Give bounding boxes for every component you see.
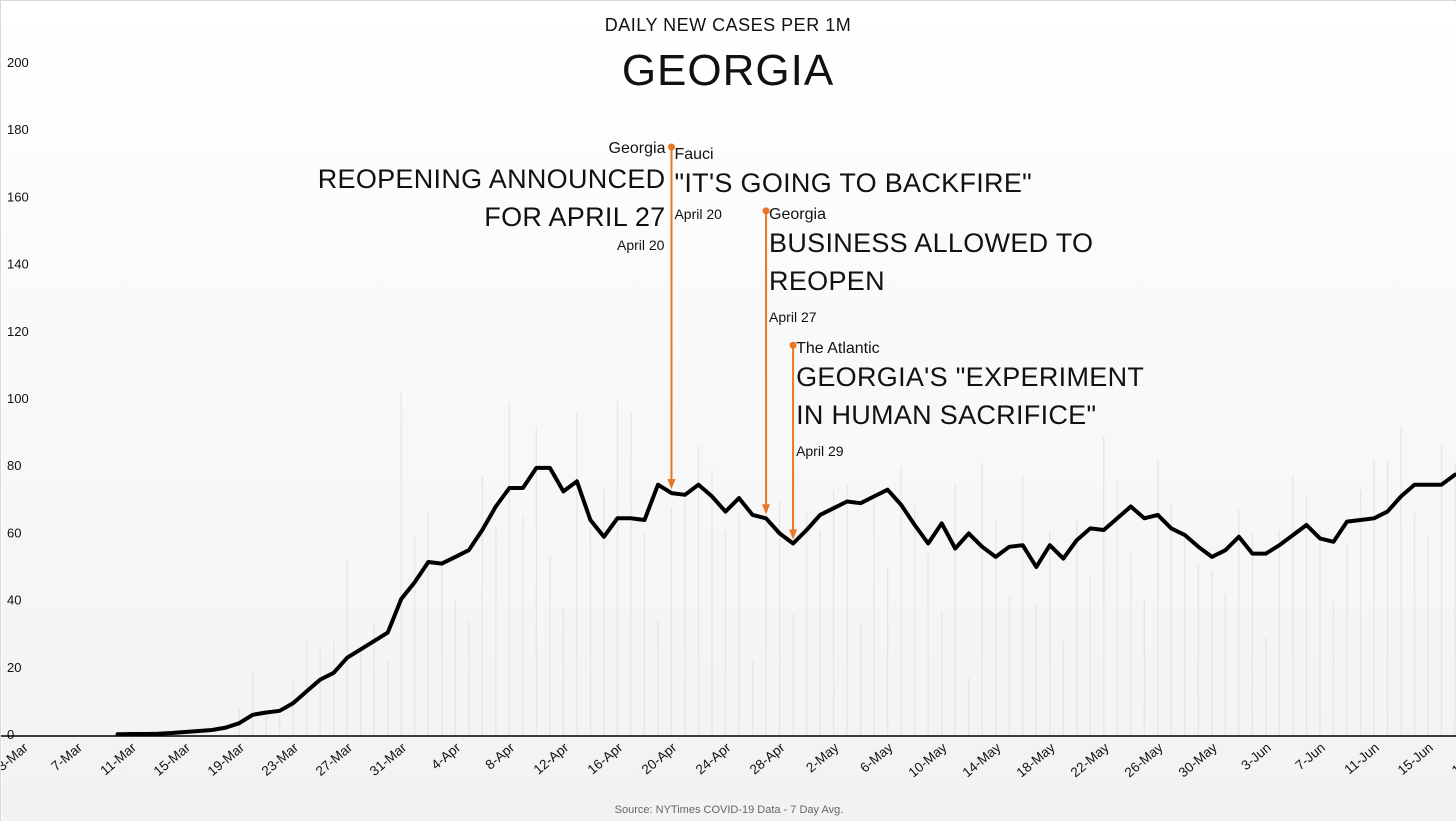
annotation-source: Georgia [609, 140, 666, 157]
annotations: Georgia REOPENING ANNOUNCED FOR APRIL 27 Ap… [318, 140, 1144, 540]
y-tick-label: 60 [7, 525, 21, 540]
annotation-date: April 27 [769, 309, 817, 325]
annotation-headline: REOPENING ANNOUNCED [318, 164, 666, 194]
y-tick-label: 100 [7, 391, 29, 406]
annotation-headline: FOR APRIL 27 [484, 202, 665, 232]
annotation-arrowhead [762, 504, 771, 515]
chart-subtitle: DAILY NEW CASES PER 1M [605, 15, 851, 35]
annotation-marker-dot [789, 341, 797, 349]
y-tick-label: 20 [7, 660, 21, 675]
annotation-marker-dot [762, 207, 770, 215]
chart-title: GEORGIA [622, 46, 834, 95]
annotation-date: April 20 [674, 206, 722, 222]
annotation-headline: IN HUMAN SACRIFICE" [796, 400, 1096, 430]
annotation-source: The Atlantic [796, 340, 880, 357]
y-tick-label: 200 [7, 55, 29, 70]
y-axis: 0 20 40 60 80 100 120 140 160 180 200 [7, 55, 29, 742]
y-tick-label: 140 [7, 257, 29, 272]
series-line [115, 465, 1456, 737]
annotation-source: Georgia [769, 206, 826, 223]
annotation-date: April 20 [617, 237, 665, 253]
y-tick-label: 40 [7, 593, 21, 608]
annotation-arrowhead [667, 479, 676, 490]
annotation-headline: "IT'S GOING TO BACKFIRE" [674, 168, 1032, 198]
annotation-marker-dot [667, 143, 675, 151]
y-tick-label: 160 [7, 189, 29, 204]
source-note: Source: NYTimes COVID-19 Data - 7 Day Av… [615, 804, 844, 816]
annotation-date: April 29 [796, 443, 844, 459]
annotation-headline: GEORGIA'S "EXPERIMENT [796, 362, 1144, 392]
y-tick-label: 120 [7, 324, 29, 339]
annotation-headline: BUSINESS ALLOWED TO [769, 228, 1093, 258]
y-tick-label: 0 [7, 727, 14, 742]
background-bars [238, 392, 1456, 735]
y-tick-label: 80 [7, 458, 21, 473]
annotation-source: Fauci [674, 146, 713, 163]
annotation-arrowhead [789, 529, 798, 540]
series-line-layer [115, 465, 1456, 737]
y-tick-label: 180 [7, 122, 29, 137]
annotation-headline: REOPEN [769, 266, 885, 296]
